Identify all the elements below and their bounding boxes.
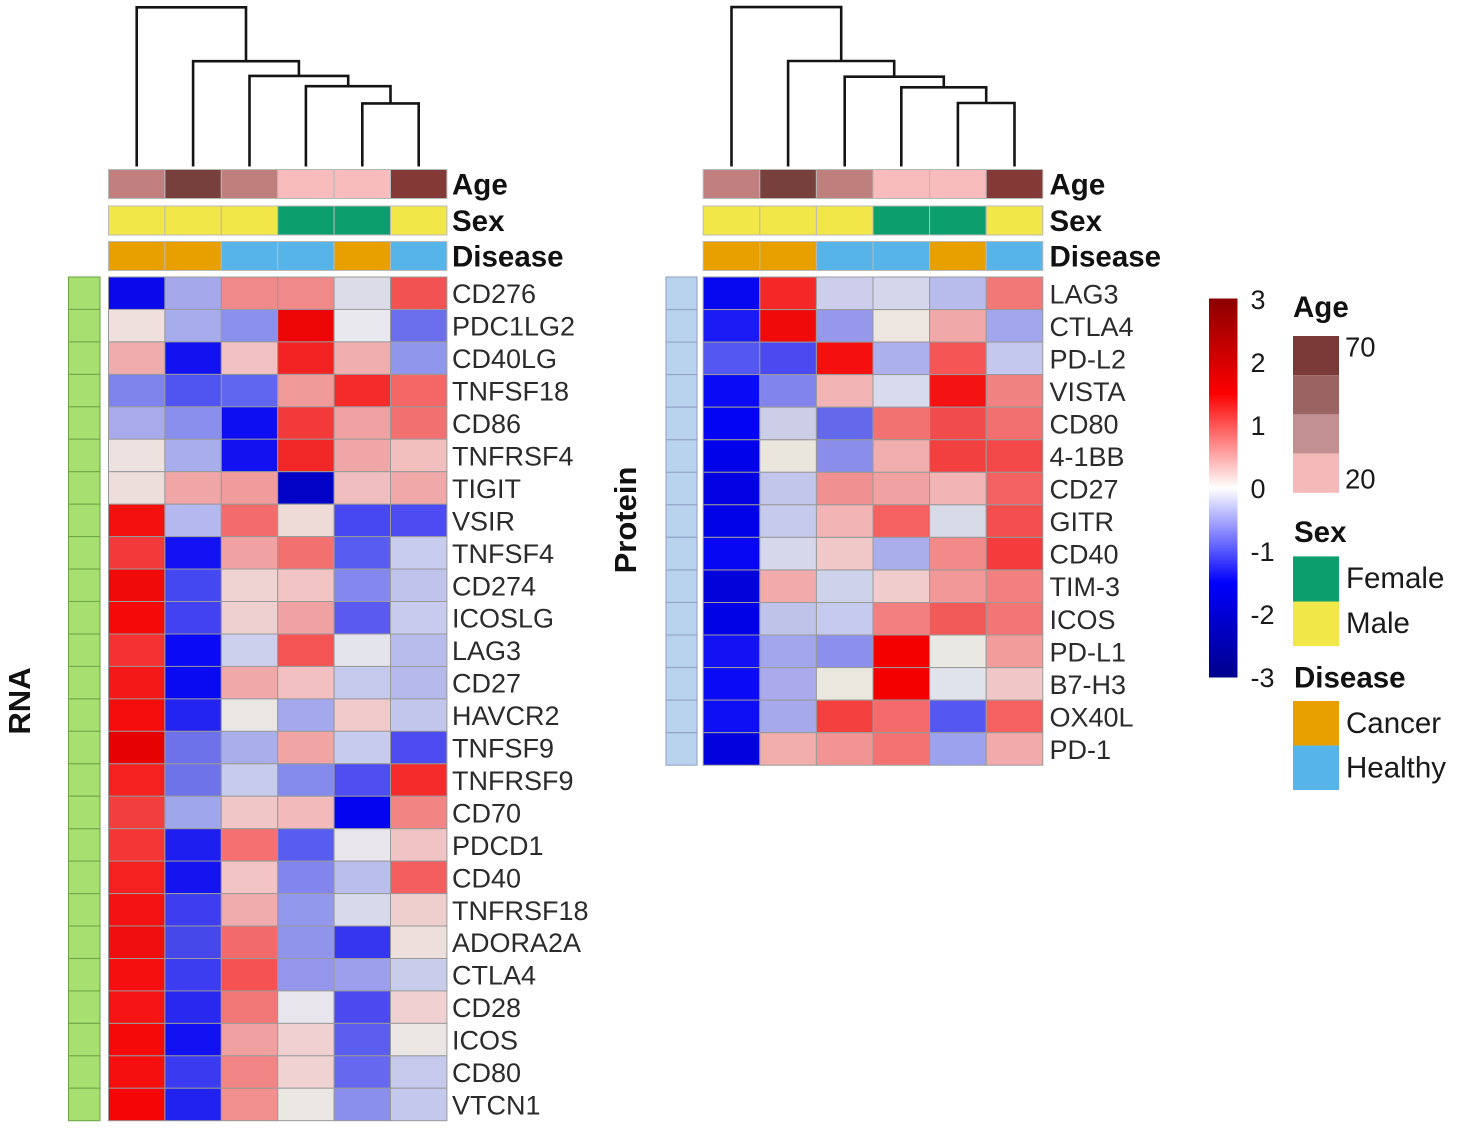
svg-text:3: 3 (1251, 285, 1266, 315)
svg-text:CD40: CD40 (1050, 540, 1119, 570)
svg-text:TNFRSF18: TNFRSF18 (452, 896, 589, 926)
svg-text:TNFRSF4: TNFRSF4 (452, 442, 574, 472)
svg-text:TNFSF4: TNFSF4 (452, 539, 554, 569)
svg-text:1: 1 (1251, 411, 1266, 441)
svg-text:Disease: Disease (1050, 241, 1162, 274)
svg-text:TNFSF9: TNFSF9 (452, 734, 554, 764)
svg-text:GITR: GITR (1050, 507, 1115, 537)
svg-text:PDC1LG2: PDC1LG2 (452, 312, 575, 342)
svg-text:CD274: CD274 (452, 571, 536, 601)
svg-text:CD276: CD276 (452, 279, 536, 309)
svg-text:PDCD1: PDCD1 (452, 831, 544, 861)
svg-text:TIM-3: TIM-3 (1050, 572, 1121, 602)
svg-text:VTCN1: VTCN1 (452, 1091, 541, 1121)
svg-text:RNA: RNA (2, 667, 37, 734)
svg-text:ICOS: ICOS (452, 1026, 518, 1056)
svg-text:CD80: CD80 (452, 1058, 521, 1088)
svg-text:Disease: Disease (452, 241, 564, 274)
svg-text:Cancer: Cancer (1346, 707, 1441, 740)
svg-text:VSIR: VSIR (452, 506, 515, 536)
svg-text:Sex: Sex (452, 205, 505, 238)
svg-text:TIGIT: TIGIT (452, 474, 521, 504)
svg-text:Age: Age (1293, 291, 1349, 324)
svg-text:CD86: CD86 (452, 409, 521, 439)
svg-text:CD70: CD70 (452, 798, 521, 828)
svg-text:CD28: CD28 (452, 993, 521, 1023)
svg-text:TNFSF18: TNFSF18 (452, 377, 569, 407)
svg-text:Female: Female (1346, 562, 1444, 595)
svg-text:70: 70 (1345, 332, 1376, 363)
svg-text:Sex: Sex (1294, 516, 1347, 549)
svg-text:HAVCR2: HAVCR2 (452, 701, 560, 731)
svg-text:CD40: CD40 (452, 863, 521, 893)
svg-text:B7-H3: B7-H3 (1050, 670, 1127, 700)
svg-text:4-1BB: 4-1BB (1050, 442, 1125, 472)
svg-text:-3: -3 (1251, 663, 1275, 693)
svg-text:Sex: Sex (1050, 205, 1103, 238)
svg-text:CTLA4: CTLA4 (452, 961, 536, 991)
svg-text:2: 2 (1251, 348, 1266, 378)
svg-text:Age: Age (452, 169, 508, 202)
svg-text:CD40LG: CD40LG (452, 344, 557, 374)
svg-text:Male: Male (1346, 607, 1410, 640)
svg-text:VISTA: VISTA (1050, 377, 1126, 407)
svg-text:PD-L2: PD-L2 (1050, 344, 1127, 374)
svg-text:Age: Age (1050, 169, 1106, 202)
svg-text:CTLA4: CTLA4 (1050, 312, 1134, 342)
svg-text:Disease: Disease (1294, 662, 1406, 695)
svg-text:Protein: Protein (608, 467, 643, 574)
svg-text:0: 0 (1251, 474, 1266, 504)
svg-text:CD27: CD27 (452, 669, 521, 699)
svg-text:TNFRSF9: TNFRSF9 (452, 766, 574, 796)
svg-text:LAG3: LAG3 (452, 636, 521, 666)
svg-text:ICOS: ICOS (1050, 605, 1116, 635)
svg-text:CD27: CD27 (1050, 475, 1119, 505)
svg-text:-1: -1 (1251, 537, 1275, 567)
svg-text:PD-L1: PD-L1 (1050, 637, 1127, 667)
svg-text:ICOSLG: ICOSLG (452, 604, 554, 634)
svg-text:LAG3: LAG3 (1050, 279, 1119, 309)
svg-text:OX40L: OX40L (1050, 702, 1134, 732)
svg-text:CD80: CD80 (1050, 410, 1119, 440)
svg-text:Healthy: Healthy (1346, 752, 1446, 785)
svg-text:20: 20 (1345, 464, 1376, 495)
svg-text:PD-1: PD-1 (1050, 735, 1112, 765)
svg-text:-2: -2 (1251, 600, 1275, 630)
svg-text:ADORA2A: ADORA2A (452, 928, 581, 958)
